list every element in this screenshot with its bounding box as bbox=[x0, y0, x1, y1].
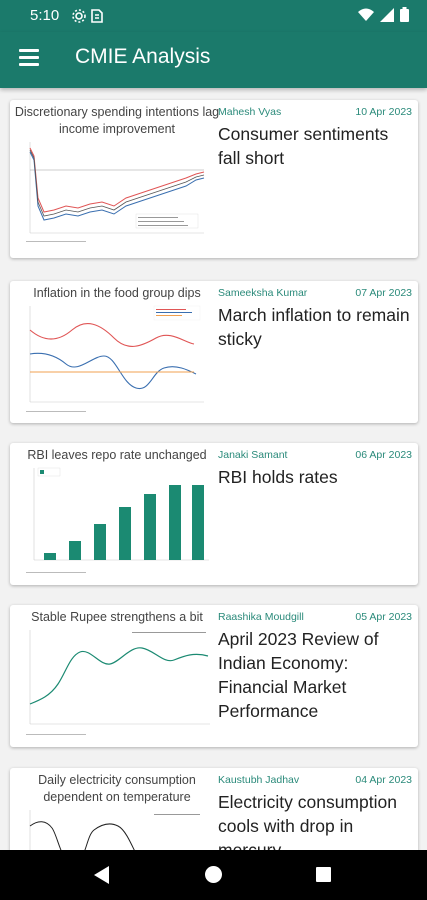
article-author: Mahesh Vyas bbox=[218, 106, 282, 118]
hamburger-menu-icon[interactable] bbox=[19, 49, 41, 67]
article-author: Kaustubh Jadhav bbox=[218, 774, 300, 786]
wifi-icon bbox=[358, 8, 374, 21]
thumbnail-chart bbox=[26, 467, 209, 573]
article-thumbnail: Daily electricity consumption dependent … bbox=[14, 772, 220, 850]
article-card[interactable]: RBI leaves repo rate unchanged bbox=[10, 443, 418, 585]
article-headline[interactable]: Electricity consumption cools with drop … bbox=[218, 792, 397, 850]
article-headline[interactable]: April 2023 Review of Indian Economy: Fin… bbox=[218, 629, 379, 721]
article-thumbnail: Inflation in the food group dips bbox=[14, 285, 220, 417]
article-headline[interactable]: March inflation to remain sticky bbox=[218, 305, 410, 349]
article-headline[interactable]: Consumer sentiments fall short bbox=[218, 124, 389, 168]
article-author: Sameeksha Kumar bbox=[218, 287, 308, 299]
thumbnail-chart bbox=[26, 305, 204, 412]
article-headline[interactable]: RBI holds rates bbox=[218, 467, 338, 487]
back-icon[interactable] bbox=[94, 866, 110, 884]
article-thumbnail: RBI leaves repo rate unchanged bbox=[14, 447, 220, 579]
recents-icon[interactable] bbox=[316, 867, 331, 882]
article-meta: Raashika Moudgill 05 Apr 2023 bbox=[218, 611, 412, 625]
article-thumbnail: Discretionary spending intentions lag in… bbox=[14, 104, 220, 248]
signal-icon bbox=[380, 7, 394, 22]
article-meta: Mahesh Vyas 10 Apr 2023 bbox=[218, 106, 412, 120]
article-meta: Janaki Samant 06 Apr 2023 bbox=[218, 449, 412, 463]
article-date: 06 Apr 2023 bbox=[355, 449, 412, 461]
status-time: 5:10 bbox=[30, 7, 60, 24]
gear-icon bbox=[72, 9, 86, 23]
thumbnail-title: Inflation in the food group dips bbox=[33, 286, 201, 300]
article-card[interactable]: Discretionary spending intentions lag in… bbox=[10, 100, 418, 258]
thumbnail-title: RBI leaves repo rate unchanged bbox=[27, 448, 207, 462]
thumbnail-title: Stable Rupee strengthens a bit bbox=[31, 610, 203, 624]
status-right-icons bbox=[358, 7, 409, 22]
thumbnail-title: Daily electricity consumption dependent … bbox=[38, 773, 196, 804]
sim-card-icon bbox=[91, 9, 103, 23]
article-date: 04 Apr 2023 bbox=[355, 774, 412, 786]
article-date: 05 Apr 2023 bbox=[355, 611, 412, 623]
article-author: Raashika Moudgill bbox=[218, 611, 304, 623]
thumbnail-chart bbox=[26, 142, 205, 242]
article-card[interactable]: Daily electricity consumption dependent … bbox=[10, 768, 418, 850]
article-meta: Sameeksha Kumar 07 Apr 2023 bbox=[218, 287, 412, 301]
article-card[interactable]: Inflation in the food group dips Sameeks… bbox=[10, 281, 418, 423]
app-bar: CMIE Analysis bbox=[0, 32, 427, 88]
thumbnail-title: Discretionary spending intentions lag in… bbox=[14, 105, 220, 136]
app-title: CMIE Analysis bbox=[75, 45, 211, 68]
system-nav-bar bbox=[0, 850, 427, 900]
battery-icon bbox=[400, 7, 409, 22]
status-bar: 5:10 bbox=[0, 0, 427, 32]
home-icon[interactable] bbox=[205, 866, 222, 883]
thumbnail-chart bbox=[29, 810, 200, 850]
article-date: 10 Apr 2023 bbox=[355, 106, 412, 118]
article-meta: Kaustubh Jadhav 04 Apr 2023 bbox=[218, 774, 412, 788]
status-left-icons bbox=[72, 8, 106, 29]
article-thumbnail: Stable Rupee strengthens a bit bbox=[14, 609, 220, 741]
article-feed[interactable]: Discretionary spending intentions lag in… bbox=[0, 88, 427, 850]
bar-group bbox=[44, 485, 204, 560]
article-date: 07 Apr 2023 bbox=[355, 287, 412, 299]
thumbnail-chart bbox=[26, 630, 210, 735]
article-author: Janaki Samant bbox=[218, 449, 288, 461]
article-card[interactable]: Stable Rupee strengthens a bit Raashika … bbox=[10, 605, 418, 747]
